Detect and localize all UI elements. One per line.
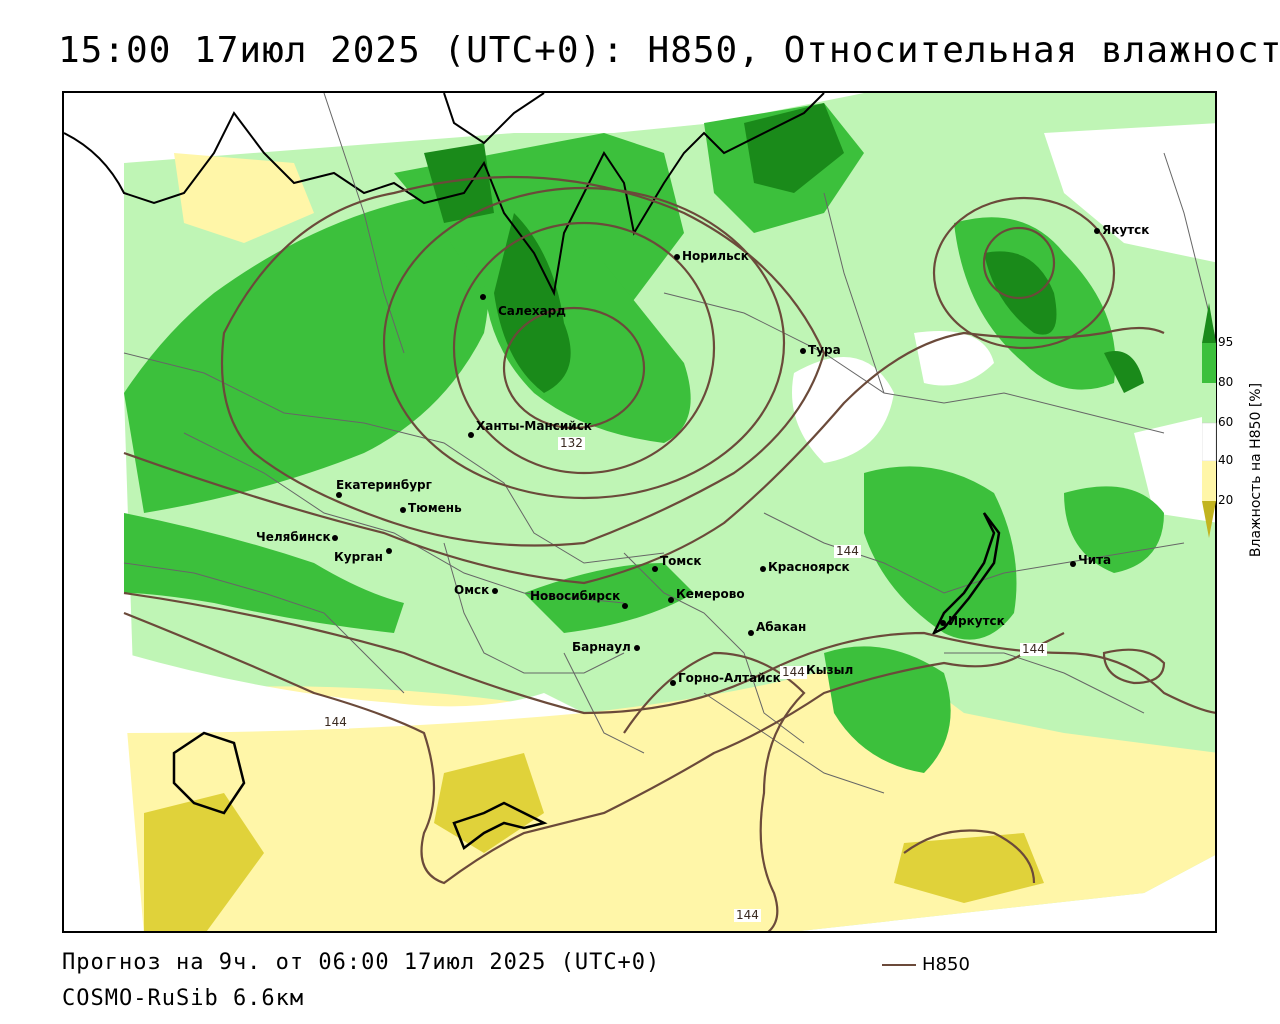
city-novosibirsk: Новосибирск <box>530 589 628 609</box>
city-marker <box>674 254 680 260</box>
lake-southwest <box>172 731 246 815</box>
low-humidity-patch-3 <box>914 331 994 386</box>
moist-area-east <box>1064 486 1164 573</box>
model-name: COSMO-RuSib 6.6км <box>62 986 305 1011</box>
colorbar-band-20 <box>1202 461 1216 501</box>
saturated-area-yakutia <box>984 251 1057 335</box>
moist-area-west <box>124 193 489 513</box>
low-humidity-patch-4 <box>1134 413 1215 523</box>
city-norilsk: Норильск <box>674 249 749 263</box>
coastline-arctic <box>64 93 825 297</box>
colorbar-title: Влажность на H850 [%] <box>1248 382 1264 558</box>
city-abakan: Абакан <box>748 620 806 636</box>
legend-label: H850 <box>922 954 970 975</box>
city-marker <box>1070 561 1076 567</box>
colorbar-tick: 80 <box>1218 375 1234 389</box>
city-barnaul: Барнаул <box>572 640 640 654</box>
contour-label: 144 <box>834 544 861 558</box>
city-marker <box>492 588 498 594</box>
city-kemerovo: Кемерово <box>668 587 745 603</box>
city-irkutsk: Иркутск <box>940 614 1005 628</box>
contour-label: 144 <box>780 665 807 679</box>
lake-balkhash <box>452 801 548 850</box>
city-marker <box>670 680 676 686</box>
dry-area-darker-3 <box>894 833 1044 903</box>
city-gorno-altaysk: Горно-Алтайск <box>670 671 781 686</box>
city-krasnoyarsk: Красноярск <box>760 560 850 574</box>
contour-label: 144 <box>734 908 761 922</box>
city-tura: Тура <box>800 343 841 357</box>
coastline-north-fragment <box>443 93 545 145</box>
low-humidity-patch-1 <box>124 653 584 733</box>
saturated-area-taymyr <box>744 103 844 193</box>
city-marker <box>386 548 392 554</box>
colorbar-cap-bottom <box>1202 501 1216 538</box>
city-marker <box>940 620 946 626</box>
moist-area-baikal <box>864 466 1017 640</box>
city-marker <box>634 645 640 651</box>
city-ekaterinburg: Екатеринбург <box>336 478 432 498</box>
lake-baikal <box>931 512 1001 636</box>
h850-contours <box>123 175 1215 931</box>
city-chelyabinsk: Челябинск <box>256 530 338 544</box>
city-marker <box>800 348 806 354</box>
city-tomsk: Томск <box>652 554 702 572</box>
city-marker <box>468 432 474 438</box>
colorbar-swatches <box>1201 303 1217 538</box>
dry-area-darker <box>144 793 264 931</box>
colorbar-tick: 20 <box>1218 493 1234 507</box>
city-marker <box>400 507 406 513</box>
contour-label: 144 <box>322 715 349 729</box>
dry-area-darker-2 <box>434 753 544 853</box>
colorbar-band-80 <box>1202 343 1216 383</box>
low-humidity-patch-2 <box>792 357 894 463</box>
city-tyumen: Тюмень <box>400 501 462 515</box>
city-marker <box>480 294 486 300</box>
city-marker <box>760 566 766 572</box>
city-marker <box>652 566 658 572</box>
saturated-area-north <box>424 143 494 223</box>
colorbar-band-60 <box>1202 383 1216 423</box>
moist-area-kyzyl <box>824 646 951 773</box>
forecast-info: Прогноз на 9ч. от 06:00 17июл 2025 (UTC+… <box>62 950 661 975</box>
saturated-area-east <box>1104 351 1144 393</box>
map-title: 15:00 17июл 2025 (UTC+0): H850, Относите… <box>58 30 1280 71</box>
city-yakutsk: Якутск <box>1094 223 1149 237</box>
city-marker <box>332 535 338 541</box>
moist-area-southwest <box>124 513 404 633</box>
colorbar-band-40 <box>1201 422 1217 462</box>
colorbar-tick: 95 <box>1218 335 1234 349</box>
humidity-field <box>64 93 1215 931</box>
dry-area-northwest <box>174 153 314 243</box>
city-kurgan: Курган <box>334 548 392 564</box>
city-marker <box>336 492 342 498</box>
city-chita: Чита <box>1070 553 1111 567</box>
contour-label: 144 <box>1020 642 1047 656</box>
city-marker <box>668 597 674 603</box>
contour-label: 132 <box>558 436 585 450</box>
city-salekhard: Салехард <box>480 294 566 318</box>
city-marker <box>1094 228 1100 234</box>
saturated-area-yamal <box>494 213 571 393</box>
colorbar: 95 80 60 40 20 <box>1201 303 1262 543</box>
colorbar-cap-top <box>1202 303 1216 343</box>
legend-line-swatch <box>882 964 916 966</box>
region-borders <box>123 93 1215 794</box>
city-khanty-mansiysk: Ханты-Мансийск <box>468 419 592 438</box>
city-marker <box>622 603 628 609</box>
map-area[interactable]: Салехард Норильск Якутск Тура Ханты-Манс… <box>62 91 1217 933</box>
colorbar-tick: 60 <box>1218 415 1234 429</box>
colorbar-tick: 40 <box>1218 453 1234 467</box>
low-humidity-patch-5 <box>1044 123 1215 263</box>
legend: H850 <box>882 954 970 975</box>
city-marker <box>748 630 754 636</box>
city-omsk: Омск <box>454 583 498 597</box>
